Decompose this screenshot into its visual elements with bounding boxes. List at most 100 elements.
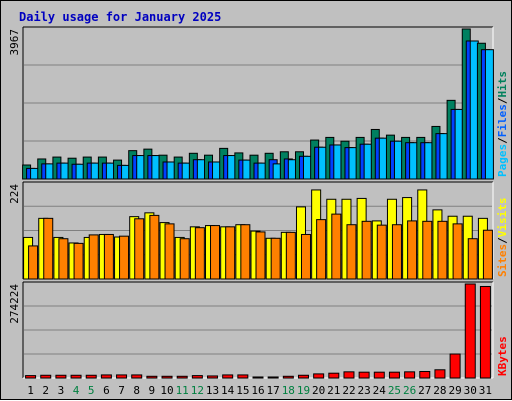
- x-tick-label-day-31: 31: [479, 384, 492, 397]
- legend-entry: /: [496, 97, 509, 104]
- bar-sites-day-24: [376, 224, 387, 280]
- bar-kbytes-day-23: [358, 371, 370, 379]
- bar-kbytes-day-4: [70, 374, 82, 379]
- x-tick-label-day-28: 28: [433, 384, 446, 397]
- bar-kbytes-day-10: [161, 375, 173, 379]
- legend-entry: Visits: [496, 198, 509, 238]
- chart-title: Daily usage for January 2025: [19, 10, 221, 24]
- x-tick-label-day-1: 1: [27, 384, 34, 397]
- x-tick-label-day-9: 9: [149, 384, 156, 397]
- bar-kbytes-day-16: [252, 376, 264, 379]
- x-tick-label-day-3: 3: [58, 384, 65, 397]
- x-tick-label-day-5: 5: [88, 384, 95, 397]
- bar-sites-day-8: [134, 218, 145, 280]
- bar-sites-day-6: [103, 233, 114, 280]
- x-tick-label-day-2: 2: [42, 384, 49, 397]
- bar-kbytes-day-12: [191, 375, 203, 379]
- bar-sites-day-12: [194, 227, 205, 280]
- bar-sites-day-11: [179, 238, 190, 280]
- bars-hits: [22, 28, 494, 180]
- bar-kbytes-day-7: [116, 374, 128, 379]
- x-tick-label-day-25: 25: [388, 384, 401, 397]
- bar-kbytes-day-8: [131, 374, 143, 379]
- legend-entry: Sites: [496, 244, 509, 277]
- legend-kbytes: KBytes: [496, 336, 509, 376]
- bar-sites-day-4: [73, 242, 84, 280]
- x-tick-label-day-8: 8: [133, 384, 140, 397]
- bar-kbytes-day-1: [25, 375, 37, 379]
- legend-entry: Pages: [496, 144, 509, 177]
- bar-kbytes-day-30: [464, 283, 476, 379]
- x-tick-label-day-18: 18: [282, 384, 295, 397]
- bar-sites-day-15: [240, 224, 251, 280]
- y-max-label: 274224: [8, 284, 21, 324]
- bar-sites-day-19: [300, 233, 311, 280]
- bar-kbytes-day-17: [267, 376, 279, 379]
- bar-sites-day-28: [437, 220, 448, 280]
- x-tick-label-day-13: 13: [206, 384, 219, 397]
- x-tick-label-day-30: 30: [464, 384, 477, 397]
- legend-entry: Files: [496, 104, 509, 137]
- bar-sites-day-1: [28, 245, 39, 280]
- x-tick-label-day-29: 29: [448, 384, 461, 397]
- x-tick-label-day-14: 14: [221, 384, 235, 397]
- x-tick-label-day-20: 20: [312, 384, 325, 397]
- bar-kbytes-day-6: [100, 374, 112, 379]
- x-tick-label-day-21: 21: [327, 384, 340, 397]
- bar-kbytes-day-21: [328, 372, 340, 379]
- bar-kbytes-day-24: [373, 371, 385, 379]
- legend-entry: /: [496, 137, 509, 144]
- bar-kbytes-day-29: [449, 353, 461, 379]
- bar-sites-day-2: [43, 217, 54, 280]
- x-tick-label-day-15: 15: [236, 384, 249, 397]
- bar-sites-day-29: [452, 223, 463, 280]
- bar-kbytes-day-9: [146, 375, 158, 379]
- bar-kbytes-day-31: [479, 285, 491, 379]
- bar-sites-day-20: [316, 219, 327, 280]
- x-tick-label-day-4: 4: [73, 384, 80, 397]
- x-tick-label-day-17: 17: [267, 384, 280, 397]
- x-tick-label-day-10: 10: [160, 384, 173, 397]
- x-tick-label-day-12: 12: [191, 384, 204, 397]
- bar-kbytes-day-2: [40, 374, 52, 379]
- bar-kbytes-day-19: [297, 374, 309, 379]
- legend-entry: /: [496, 237, 509, 244]
- bar-sites-day-10: [164, 223, 175, 280]
- bar-sites-day-13: [210, 225, 221, 280]
- bar-kbytes-day-20: [313, 373, 325, 379]
- legend-entry: KBytes: [496, 336, 509, 376]
- x-tick-label-day-27: 27: [418, 384, 431, 397]
- bar-kbytes-day-28: [434, 369, 446, 379]
- bar-pages-day-31: [484, 49, 494, 180]
- bar-kbytes-day-14: [222, 374, 234, 379]
- bars-visits: [23, 189, 493, 280]
- bars-kbytes: [25, 283, 491, 379]
- bar-sites-day-26: [407, 220, 418, 280]
- bar-sites-day-16: [255, 231, 266, 280]
- bar-sites-day-31: [482, 229, 493, 280]
- legend-visits: Sites/Visits: [496, 198, 509, 278]
- panel-kbytes: 274224 KBytes: [8, 281, 509, 379]
- x-tick-label-day-11: 11: [176, 384, 189, 397]
- bar-sites-day-7: [119, 235, 130, 280]
- bar-sites-day-14: [225, 226, 236, 280]
- bar-sites-day-21: [331, 213, 342, 280]
- bar-sites-day-5: [88, 234, 99, 280]
- bar-kbytes-day-5: [85, 374, 97, 379]
- bar-sites-day-23: [361, 220, 372, 280]
- x-tick-label-day-7: 7: [118, 384, 125, 397]
- bar-sites-day-25: [391, 224, 402, 280]
- bar-sites-day-17: [270, 237, 281, 280]
- y-max-label: 224: [8, 184, 21, 204]
- bar-kbytes-day-26: [404, 371, 416, 379]
- x-tick-label-day-26: 26: [403, 384, 416, 397]
- x-tick-label-day-6: 6: [103, 384, 110, 397]
- bar-kbytes-day-3: [55, 374, 67, 379]
- panel-visits: 224 Sites/Visits: [8, 181, 509, 280]
- legend-hits: Pages/Files/Hits: [496, 71, 509, 177]
- x-tick-label-day-24: 24: [373, 384, 387, 397]
- x-tick-label-day-22: 22: [342, 384, 355, 397]
